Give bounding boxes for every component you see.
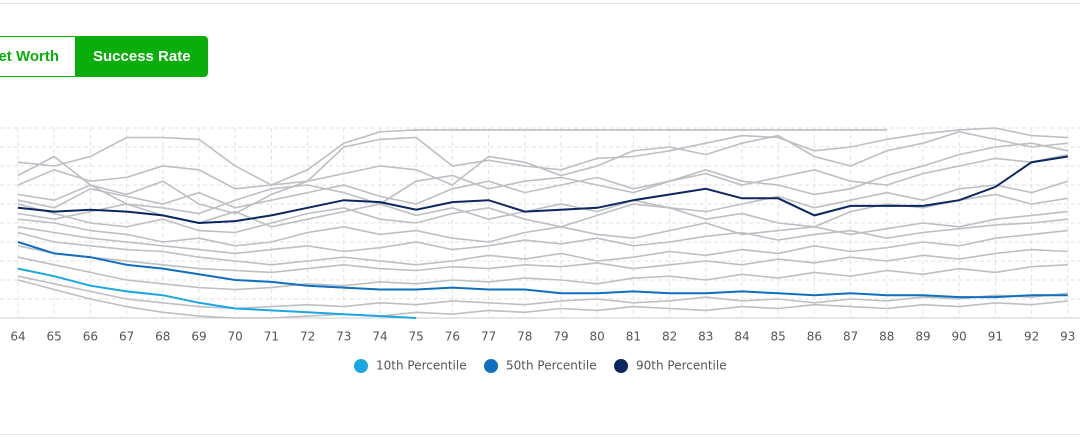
tab-group: Net Worth Success Rate <box>0 36 208 77</box>
x-tick-label: 65 <box>47 330 62 344</box>
legend-swatch <box>614 359 628 373</box>
simulation-line <box>17 218 1068 255</box>
percentile-line <box>17 241 1068 299</box>
x-tick-label: 87 <box>843 330 858 344</box>
bottom-border <box>0 434 1080 435</box>
legend-label: 50th Percentile <box>506 359 597 373</box>
simulation-line <box>17 275 1068 310</box>
x-tick-label: 89 <box>915 330 930 344</box>
x-tick-label: 72 <box>300 330 315 344</box>
x-tick-label: 85 <box>771 330 786 344</box>
x-tick-label: 78 <box>517 330 532 344</box>
x-tick-label: 77 <box>481 330 496 344</box>
x-tick-label: 76 <box>445 330 460 344</box>
x-tick-label: 75 <box>409 330 424 344</box>
simulation-line <box>17 229 1068 266</box>
x-tick-label: 69 <box>191 330 206 344</box>
simulation-line <box>17 142 1068 215</box>
legend-swatch <box>484 359 498 373</box>
tab-active[interactable]: Success Rate <box>76 36 208 77</box>
top-border <box>0 3 1080 4</box>
x-tick-label: 80 <box>590 330 605 344</box>
simulation-line <box>17 245 1068 274</box>
simulation-line <box>17 256 1068 291</box>
x-tick-label: 90 <box>952 330 967 344</box>
x-tick-label: 70 <box>228 330 243 344</box>
x-tick-label: 74 <box>372 330 387 344</box>
x-tick-label: 93 <box>1060 330 1075 344</box>
x-tick-label: 68 <box>155 330 170 344</box>
x-tick-label: 82 <box>662 330 677 344</box>
x-tick-label: 81 <box>626 330 641 344</box>
simulation-line <box>17 130 1068 215</box>
x-tick-label: 86 <box>807 330 822 344</box>
legend-label: 90th Percentile <box>636 359 727 373</box>
tab[interactable]: Net Worth <box>0 36 76 77</box>
simulation-line <box>17 127 1068 190</box>
x-tick-label: 83 <box>698 330 713 344</box>
x-tick-label: 67 <box>119 330 134 344</box>
x-tick-label: 73 <box>336 330 351 344</box>
x-tick-label: 91 <box>988 330 1003 344</box>
percentile-line <box>17 267 417 319</box>
x-tick-label: 66 <box>83 330 98 344</box>
simulation-line <box>17 279 1068 319</box>
x-tick-label: 71 <box>264 330 279 344</box>
percentile-line <box>17 155 1068 225</box>
simulation-line <box>17 193 1068 234</box>
legend-label: 10th Percentile <box>376 359 467 373</box>
x-tick-label: 84 <box>734 330 749 344</box>
simulation-line <box>17 153 1068 209</box>
simulation-line <box>17 129 887 186</box>
legend-swatch <box>354 359 368 373</box>
x-tick-label: 64 <box>10 330 25 344</box>
x-tick-label: 92 <box>1024 330 1039 344</box>
x-tick-label: 88 <box>879 330 894 344</box>
x-tick-label: 79 <box>553 330 568 344</box>
simulation-line <box>17 210 1068 247</box>
